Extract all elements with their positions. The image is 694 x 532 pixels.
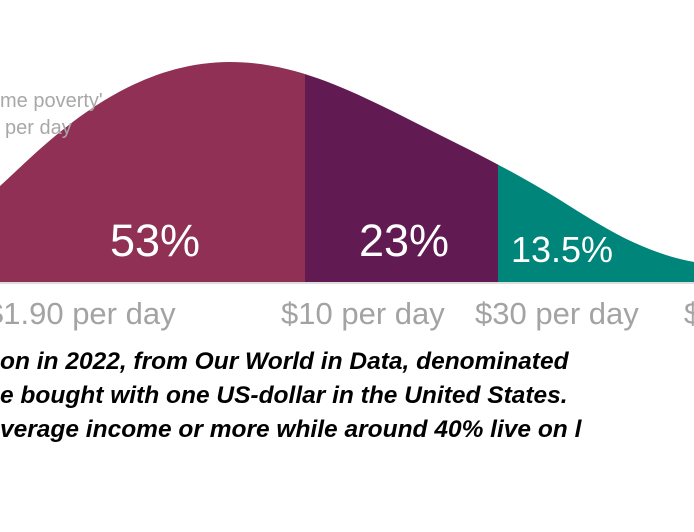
pct-label-53: 53% [110,215,200,266]
pct-label-13-5: 13.5% [511,229,613,270]
tick-label-cut: $ [684,296,694,331]
annotation-line-1: me poverty' [0,90,103,112]
pct-label-23: 23% [359,215,449,266]
caption-line-3: verage income or more while around 40% l… [0,416,582,443]
caption-line-2: e bought with one US-dollar in the Unite… [0,382,568,409]
tick-label-1-90: $1.90 per day [0,296,176,331]
caption-line-1: on in 2022, from Our World in Data, deno… [0,348,569,375]
tick-label-10: $10 per day [281,296,445,331]
tick-label-30: $30 per day [475,296,639,331]
income-distribution-chart: 53% 23% 13.5% me poverty' per day $1.90 … [0,62,694,331]
annotation-line-2: per day [5,117,72,139]
